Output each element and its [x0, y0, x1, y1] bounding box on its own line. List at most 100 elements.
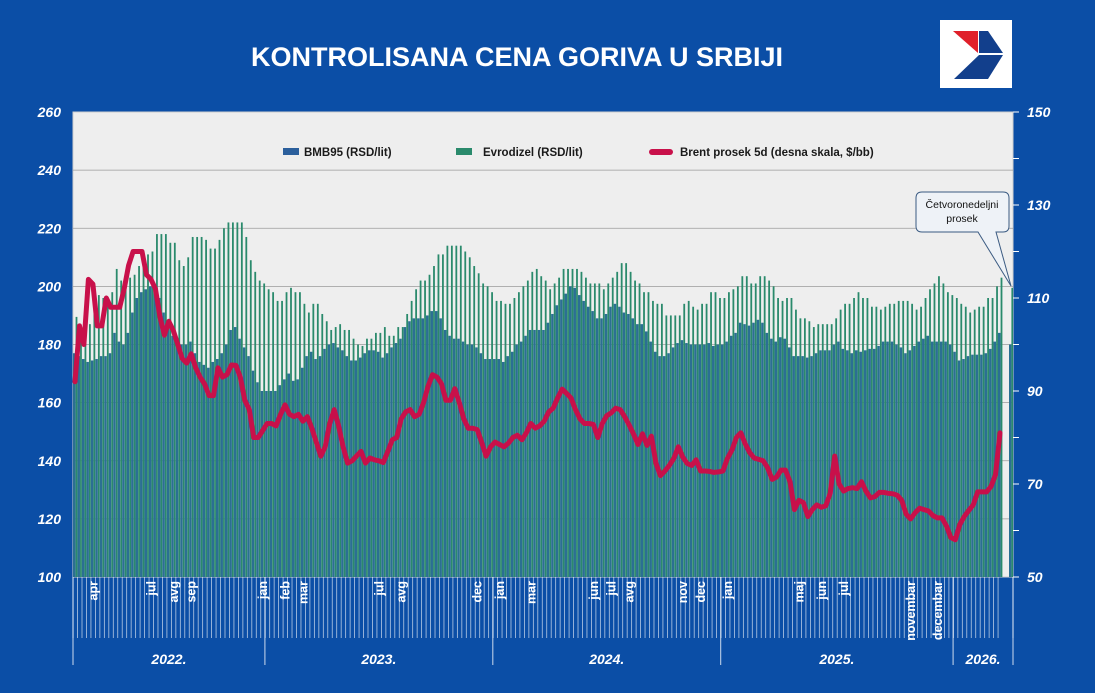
x-axis-month-label: dec	[694, 581, 708, 603]
x-axis-year-label: 2022.	[150, 651, 186, 667]
bar-evrodizel	[442, 254, 444, 577]
bar-evrodizel	[348, 329, 350, 577]
bar-evrodizel	[701, 303, 704, 577]
x-axis-month-label: jun	[815, 581, 829, 601]
bar-bmb95	[381, 357, 384, 577]
bar-bmb95	[367, 350, 371, 577]
bar-evrodizel	[151, 251, 154, 577]
bar-evrodizel	[844, 303, 846, 577]
bar-evrodizel	[495, 300, 498, 577]
bar-bmb95	[475, 347, 478, 577]
bar-bmb95	[336, 347, 340, 577]
bar-bmb95	[376, 351, 380, 577]
bar-bmb95	[291, 380, 295, 577]
bar-evrodizel	[182, 266, 185, 577]
bar-bmb95	[229, 329, 232, 577]
bar-evrodizel	[468, 257, 471, 577]
bar-bmb95	[770, 338, 773, 577]
bar-bmb95	[636, 324, 639, 577]
bar-evrodizel	[446, 245, 449, 577]
bar-bmb95	[600, 318, 603, 577]
bar-evrodizel	[955, 298, 958, 577]
bar-evrodizel	[897, 300, 900, 577]
bar-bmb95	[966, 356, 970, 577]
x-axis: 2022. 2023. 2024. 2025. 2026.apr jul avg sep jan…	[72, 577, 1014, 667]
bar-bmb95	[609, 306, 612, 577]
bar-evrodizel	[714, 292, 717, 577]
bar-bmb95	[801, 356, 804, 577]
bar-evrodizel	[223, 228, 225, 577]
bar-evrodizel	[683, 303, 686, 577]
bar-bmb95	[689, 344, 693, 577]
bar-bmb95	[104, 356, 107, 577]
x-axis-month-label: jul	[837, 581, 851, 597]
bar-evrodizel	[290, 287, 292, 577]
bar-bmb95	[184, 344, 188, 577]
x-axis-month-label: jul	[144, 581, 158, 597]
bar-evrodizel	[111, 292, 114, 577]
bar-bmb95	[546, 322, 550, 577]
bar-evrodizel	[120, 280, 123, 577]
bar-bmb95	[542, 329, 545, 577]
bar-bmb95	[533, 329, 536, 577]
bar-evrodizel	[102, 298, 105, 577]
bar-evrodizel	[638, 283, 641, 577]
bar-bmb95	[564, 293, 568, 577]
x-axis-month-label: sep	[185, 581, 199, 603]
bar-evrodizel	[191, 236, 194, 577]
bar-evrodizel	[455, 245, 458, 577]
bar-evrodizel	[893, 303, 896, 577]
bar-evrodizel	[115, 268, 118, 577]
bar-evrodizel	[473, 266, 476, 577]
bar-bmb95	[510, 351, 514, 577]
bar-bmb95	[631, 318, 635, 577]
bar-evrodizel	[710, 292, 712, 577]
bar-bmb95	[877, 345, 880, 577]
bar-bmb95	[394, 343, 398, 577]
bar-bmb95	[131, 312, 134, 577]
bar-bmb95	[412, 318, 416, 577]
bar-evrodizel	[987, 298, 989, 577]
bar-evrodizel	[424, 280, 426, 577]
bar-bmb95	[855, 350, 858, 577]
bar-bmb95	[863, 350, 867, 577]
bar-bmb95	[122, 344, 125, 577]
bar-evrodizel	[620, 263, 623, 577]
bar-evrodizel	[388, 335, 391, 577]
bar-bmb95	[886, 341, 889, 577]
bar-evrodizel	[835, 318, 838, 577]
bar-bmb95	[332, 343, 335, 577]
right-axis-tick-label: 110	[1027, 290, 1050, 306]
legend: BMB95 (RSD/lit) Evrodizel (RSD/lit) Bren…	[283, 147, 874, 159]
bar-evrodizel	[611, 277, 614, 577]
bar-bmb95	[506, 356, 509, 577]
bar-evrodizel	[772, 286, 775, 577]
bar-bmb95	[300, 367, 304, 577]
bar-evrodizel	[240, 222, 243, 577]
bar-evrodizel	[142, 260, 145, 577]
left-axis-tick-label: 180	[38, 337, 62, 353]
bar-bmb95	[501, 361, 505, 577]
bar-bmb95	[439, 318, 442, 577]
x-axis-year-label: 2024.	[588, 651, 624, 667]
bar-evrodizel	[866, 298, 869, 577]
bar-bmb95	[756, 319, 760, 577]
bar-bmb95	[211, 361, 215, 577]
bar-bmb95	[761, 322, 764, 577]
bar-bmb95	[524, 335, 527, 577]
bar-bmb95	[810, 356, 813, 577]
bar-bmb95	[108, 353, 112, 577]
bar-bmb95	[707, 343, 711, 577]
bar-bmb95	[171, 335, 174, 577]
right-axis-tick-label: 50	[1027, 569, 1043, 585]
bar-evrodizel	[790, 298, 793, 577]
bar-bmb95	[948, 344, 952, 577]
bar-bmb95	[582, 300, 585, 577]
bar-evrodizel	[719, 298, 721, 577]
bar-bmb95	[283, 379, 286, 577]
callout-four-week-average: Četvoronedeljni prosek	[915, 191, 1012, 287]
bar-evrodizel	[786, 298, 788, 577]
bar-evrodizel	[924, 298, 927, 577]
left-axis-tick-label: 100	[38, 569, 62, 585]
brent-line-group	[72, 249, 1003, 543]
